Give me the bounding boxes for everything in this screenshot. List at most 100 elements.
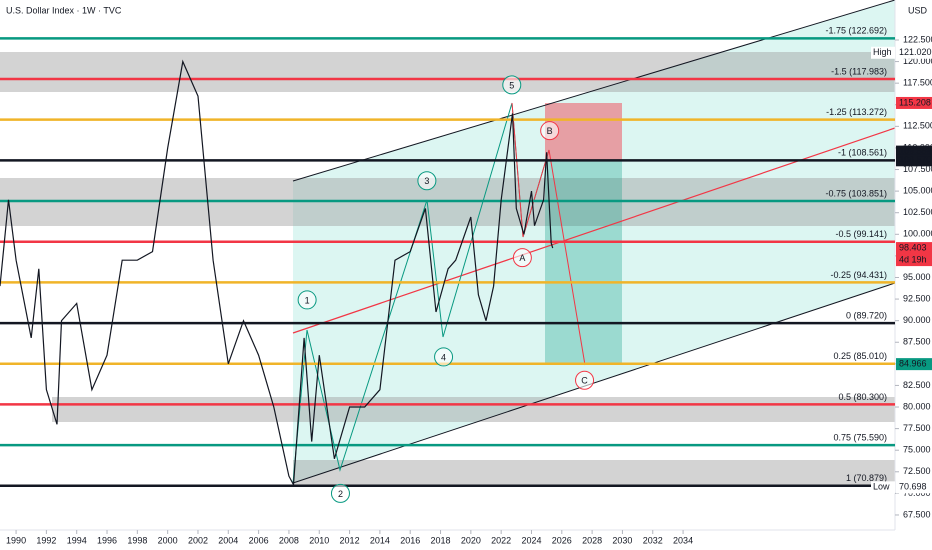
x-tick-label: 2014 (370, 535, 390, 545)
y-axis-label: USD (908, 5, 928, 15)
fib-level-label: -0.25 (94.431) (830, 270, 887, 280)
y-tick-label: 112.500 (903, 121, 932, 131)
x-tick-label: 2020 (461, 535, 481, 545)
price-label-box (896, 242, 932, 267)
fib-level-label: -0.75 (103.851) (825, 188, 887, 198)
price-tag: Low (873, 482, 890, 492)
wave-marker (434, 347, 454, 367)
x-tick-label: 2002 (188, 535, 208, 545)
x-tick-label: 2032 (643, 535, 663, 545)
price-label-box (896, 46, 932, 59)
fib-level-label: -1 (108.561) (838, 148, 887, 158)
price-label: 108.570 (899, 155, 932, 165)
wave-marker (502, 75, 522, 95)
wave-label: B (547, 126, 553, 136)
price-tag-box (871, 46, 895, 59)
price-line (0, 59, 554, 487)
x-tick-label: 2012 (340, 535, 360, 545)
x-tick-label: 1994 (67, 535, 87, 545)
price-label: 109.559 (899, 146, 932, 156)
fib-level-label: -1.75 (122.692) (825, 26, 887, 36)
x-tick-label: 1998 (127, 535, 147, 545)
wave-marker (512, 248, 532, 268)
y-tick-label: 107.500 (903, 164, 932, 174)
x-tick-label: 2010 (309, 535, 329, 545)
wave-label: 5 (509, 80, 514, 90)
y-tick-label: 77.500 (903, 423, 931, 433)
y-tick-label: 95.000 (903, 272, 931, 282)
fib-level-label: -1.5 (117.983) (831, 66, 887, 76)
x-tick-label: 2008 (279, 535, 299, 545)
price-label: 84.966 (899, 359, 927, 369)
wave-label: A (519, 253, 525, 263)
fib-level-label: 0.5 (80.300) (838, 392, 887, 402)
wave-marker (297, 290, 317, 310)
fib-level-label: 0 (89.720) (846, 310, 887, 320)
y-tick-label: 82.500 (903, 380, 931, 390)
y-tick-label: 122.500 (903, 34, 932, 44)
x-tick-label: 1996 (97, 535, 117, 545)
y-tick-label: 92.500 (903, 293, 931, 303)
x-tick-label: 2024 (521, 535, 541, 545)
x-tick-label: 2034 (673, 535, 693, 545)
correction-path (511, 102, 586, 366)
price-label: 98.403 (899, 242, 927, 252)
wave-label: 2 (338, 489, 343, 499)
wave-marker (330, 483, 350, 503)
fib-level-label: 0.75 (75.590) (833, 432, 887, 442)
y-tick-label: 75.000 (903, 445, 931, 455)
price-label: 115.208 (899, 97, 931, 107)
zone (52, 397, 895, 422)
x-tick-label: 1992 (36, 535, 56, 545)
y-tick-label: 72.500 (903, 466, 931, 476)
x-tick-label: 2030 (612, 535, 632, 545)
price-label-box (896, 154, 932, 167)
y-tick-label: 67.500 (903, 509, 931, 519)
channel-upper (292, 0, 896, 182)
price-label: 70.698 (899, 482, 927, 492)
zone (293, 460, 895, 485)
price-label-box (896, 481, 932, 494)
price-label-box (896, 358, 932, 371)
chart-title: U.S. Dollar Index · 1W · TVC (6, 5, 122, 15)
x-tick-label: 2016 (400, 535, 420, 545)
zone (0, 52, 895, 92)
fib-level-label: -0.5 (99.141) (835, 229, 887, 239)
x-tick-label: 2006 (249, 535, 269, 545)
x-tick-label: 2022 (491, 535, 511, 545)
y-tick-label: 80.000 (903, 401, 931, 411)
y-tick-label: 87.500 (903, 337, 931, 347)
fib-level-label: -1.25 (113.272) (826, 107, 887, 117)
trend-line (292, 127, 896, 334)
price-tag: 4d 19h (899, 254, 927, 264)
y-tick-label: 117.500 (903, 78, 932, 88)
x-tick-label: 2026 (552, 535, 572, 545)
price-tag: High (873, 47, 892, 57)
x-tick-label: 2004 (218, 535, 238, 545)
x-tick-label: 2028 (582, 535, 602, 545)
wave-label: 1 (305, 295, 310, 305)
y-tick-label: 102.500 (903, 207, 932, 217)
target-box (545, 160, 622, 363)
wave-marker (540, 121, 560, 141)
x-tick-label: 2000 (158, 535, 178, 545)
price-label: 121.020 (899, 47, 932, 57)
price-label-box (896, 96, 932, 109)
price-tag-box (871, 481, 895, 494)
wave-marker (575, 370, 595, 390)
channel-lower (292, 282, 896, 484)
y-tick-label: 120.000 (903, 56, 932, 66)
fib-level-label: 1 (70.879) (846, 473, 887, 483)
wave-label: 3 (424, 176, 429, 186)
x-tick-label: 1990 (6, 535, 26, 545)
x-tick-label: 2018 (431, 535, 451, 545)
wave-label: 4 (441, 352, 446, 362)
fib-level-label: 0.25 (85.010) (833, 351, 887, 361)
y-tick-label: 105.000 (903, 185, 932, 195)
wave-marker (417, 171, 437, 191)
wave-label: C (581, 376, 588, 386)
